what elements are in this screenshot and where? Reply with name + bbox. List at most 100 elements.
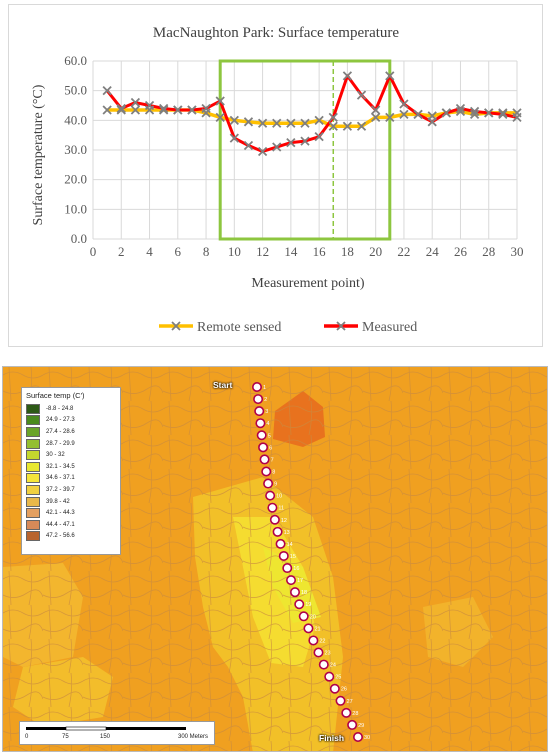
data-point-measured (201, 103, 211, 114)
data-point-measured (498, 109, 508, 120)
route-point-label: 19 (305, 602, 311, 608)
data-point-remote-sensed (371, 112, 381, 123)
route-point (352, 731, 363, 742)
marker-stroke (116, 105, 126, 115)
data-point-measured (314, 132, 324, 142)
data-point-remote-sensed (272, 118, 282, 128)
route-point-label: 24 (330, 663, 336, 669)
map-legend-item: 34.6 - 37.1 (26, 473, 116, 485)
route-point-label: 4 (266, 421, 269, 427)
y-tick-label: 10.0 (64, 201, 87, 216)
route-point-label: 10 (276, 494, 282, 500)
marker-stroke (371, 105, 381, 115)
legend-swatch (26, 461, 40, 472)
route-point-label: 20 (310, 614, 316, 620)
route-point (267, 502, 278, 513)
marker-stroke (201, 103, 211, 114)
marker-stroke (300, 136, 310, 146)
route-point-label: 18 (301, 590, 307, 596)
data-point-remote-sensed (159, 105, 169, 115)
marker-stroke (215, 96, 225, 106)
legend-label: 27.4 - 28.6 (46, 428, 75, 435)
route-point-label: 2 (264, 397, 267, 403)
y-axis-label: Surface temperature (°C) (31, 84, 46, 225)
scale-bar: 0 75 150 300 Meters (19, 721, 215, 745)
route-point-label: 8 (272, 469, 275, 475)
marker-stroke (371, 112, 381, 123)
marker-stroke (229, 133, 239, 143)
scale-tick-300: 300 Meters (178, 734, 209, 740)
route-point-label: 14 (287, 542, 293, 548)
data-point-measured (229, 133, 239, 143)
route-point (286, 575, 297, 586)
scale-tick-75: 75 (62, 734, 69, 740)
y-tick-label: 0.0 (71, 231, 87, 246)
route-point-label: 7 (271, 457, 274, 463)
map-legend-item: 37.2 - 39.7 (26, 484, 116, 496)
route-point (294, 599, 305, 610)
finish-label: Finish (319, 733, 345, 743)
route-point (308, 635, 319, 646)
chart-title: MacNaughton Park: Surface temperature (153, 25, 399, 41)
scale-tick-0: 0 (25, 734, 29, 740)
marker-stroke (441, 108, 451, 118)
legend-label: 47.2 - 56.6 (46, 533, 75, 540)
map-legend: Surface temp (C') -8.8 - 24.8 24.9 - 27.3… (21, 387, 121, 555)
data-point-measured (116, 103, 126, 114)
map-legend-item: 32.1 - 34.5 (26, 461, 116, 473)
series-line-measured (105, 74, 518, 153)
marker-stroke (469, 109, 480, 120)
data-point-remote-sensed (314, 115, 324, 125)
marker-stroke (286, 137, 296, 148)
legend-label-0: Remote sensed (197, 320, 281, 335)
data-point-remote-sensed (243, 117, 254, 127)
route-point-label: 1 (263, 385, 266, 391)
scale-bar-graphic (26, 726, 186, 731)
marker-stroke (356, 121, 367, 131)
marker-stroke (257, 118, 268, 128)
map-legend-item: 28.7 - 29.9 (26, 438, 116, 450)
data-point-remote-sensed (102, 105, 112, 115)
route-point (265, 490, 276, 501)
legend-swatch (26, 508, 40, 519)
y-tick-label: 30.0 (64, 142, 87, 157)
data-point-remote-sensed (342, 121, 353, 131)
route-point (258, 442, 269, 453)
marker-stroke (328, 121, 338, 131)
route-point (324, 671, 335, 682)
chart-panel: MacNaughton Park: Surface temperature 0.… (8, 4, 543, 347)
x-tick-label: 8 (203, 244, 210, 259)
x-tick-label: 0 (90, 244, 97, 259)
marker-stroke (342, 121, 353, 131)
marker-stroke (328, 112, 338, 123)
route-point-label: 12 (281, 518, 287, 524)
map-legend-item: 39.8 - 42 (26, 496, 116, 508)
scale-tick-150: 150 (100, 734, 111, 740)
route-point (282, 563, 293, 574)
legend-label: 37.2 - 39.7 (46, 486, 75, 493)
chart-legend: Remote sensed Measured (159, 320, 417, 335)
route-point (329, 683, 340, 694)
route-point-label: 9 (274, 482, 277, 488)
route-point (272, 526, 283, 537)
marker-stroke (159, 103, 169, 114)
route-point (278, 550, 289, 561)
data-point-remote-sensed (328, 121, 338, 131)
marker-stroke (257, 146, 268, 157)
marker-stroke (159, 105, 169, 115)
data-point-measured (427, 117, 437, 127)
data-point-measured (342, 71, 353, 81)
data-point-remote-sensed (300, 118, 310, 128)
data-point-measured (385, 71, 395, 81)
x-tick-label: 30 (511, 244, 524, 259)
route-point (269, 514, 280, 525)
series-line-remote-sensed (107, 108, 517, 129)
route-point-label: 25 (335, 675, 341, 681)
data-point-measured (356, 90, 367, 100)
marker-stroke (512, 112, 522, 123)
legend-swatch (26, 426, 40, 437)
data-point-measured (328, 112, 338, 123)
y-tick-label: 50.0 (64, 83, 87, 98)
route-point-label: 6 (269, 445, 272, 451)
y-tick-label: 60.0 (64, 53, 87, 68)
